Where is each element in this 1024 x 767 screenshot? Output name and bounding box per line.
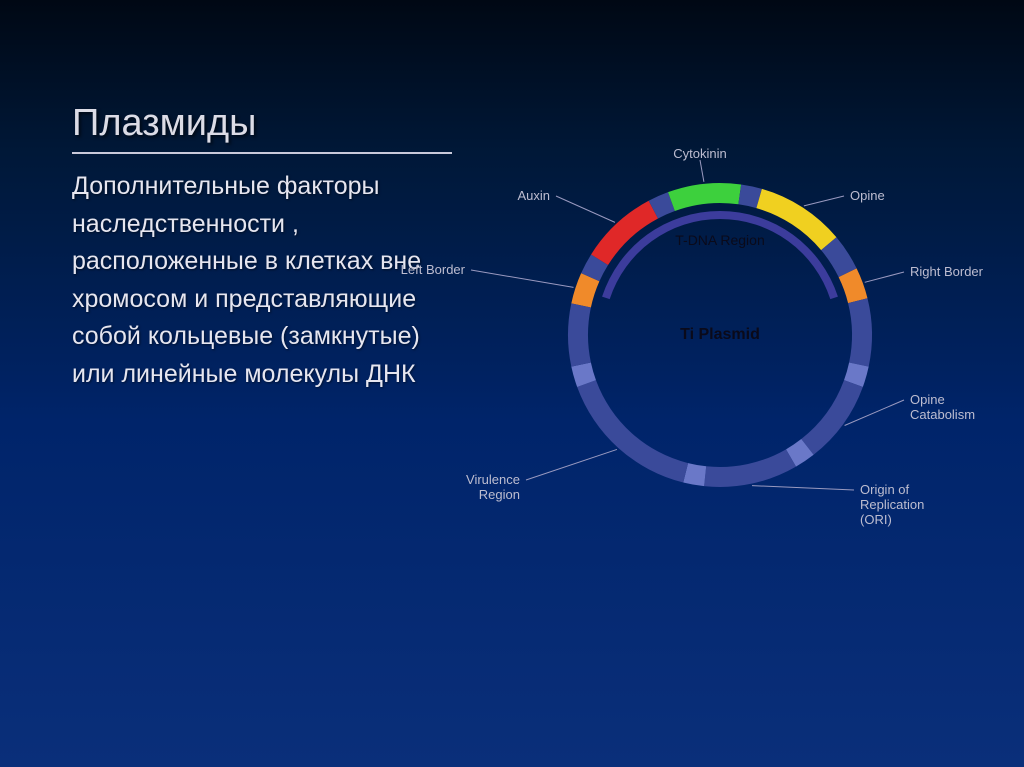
body-text: Дополнительные факторы наследственности … (72, 168, 432, 393)
leader-opine (804, 196, 844, 206)
segment-cytokinin (668, 183, 741, 211)
plasmid-diagram: Ti Plasmid T-DNA Region Left BorderAuxin… (440, 100, 1000, 570)
leader-cytokinin (700, 160, 704, 182)
leader-auxin (556, 196, 615, 222)
segment-auxin (591, 201, 658, 265)
leader-virulence-region (526, 449, 617, 480)
tdna-region-label: T-DNA Region (675, 232, 764, 248)
label-origin-replication: Origin ofReplication(ORI) (860, 482, 924, 527)
label-left-border: Left Border (401, 262, 465, 277)
page-title: Плазмиды (72, 102, 256, 151)
label-opine-catabolism: OpineCatabolism (910, 392, 975, 422)
leader-right-border (865, 272, 904, 282)
leader-origin-replication (752, 486, 854, 490)
plasmid-center-label: Ti Plasmid (680, 326, 760, 344)
label-cytokinin: Cytokinin (673, 146, 726, 161)
label-auxin: Auxin (517, 188, 550, 203)
label-virulence-region: VirulenceRegion (466, 472, 520, 502)
label-right-border: Right Border (910, 264, 983, 279)
segment-seg-last (568, 303, 591, 366)
label-opine: Opine (850, 188, 885, 203)
title-underline (72, 152, 452, 154)
segment-seg5 (848, 298, 872, 366)
leader-left-border (471, 270, 574, 287)
segment-opine-catabolism (801, 380, 863, 455)
segment-virulence-region (577, 380, 688, 482)
segment-origin-replication (704, 449, 796, 487)
